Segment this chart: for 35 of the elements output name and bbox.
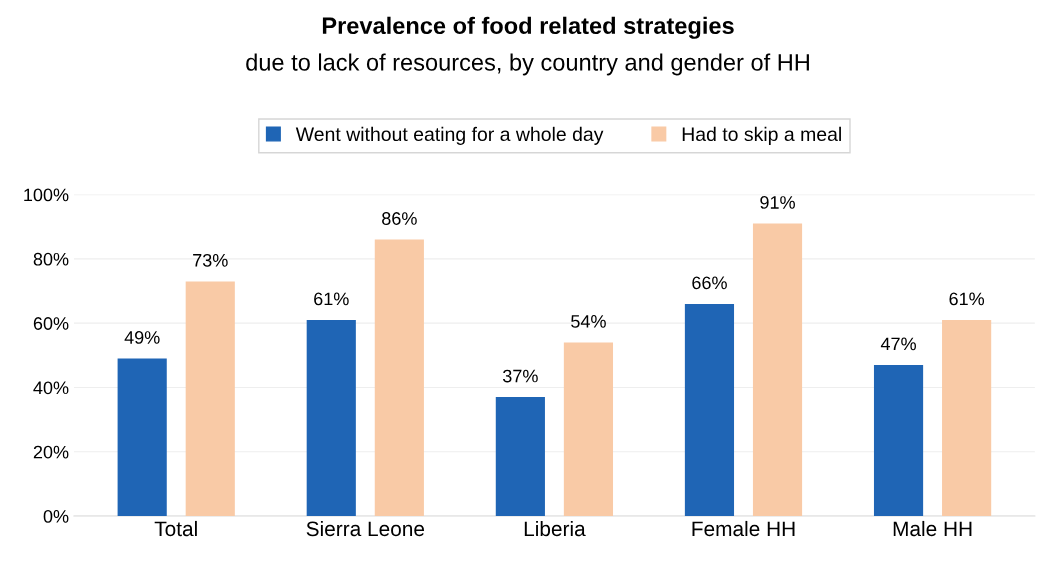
data-label: 37% xyxy=(502,369,538,383)
data-label: 61% xyxy=(314,292,349,306)
data-label: 91% xyxy=(760,196,795,209)
y-tick-label: 60% xyxy=(33,317,69,330)
bar xyxy=(873,364,924,517)
bar xyxy=(684,303,735,517)
bar xyxy=(306,319,356,517)
x-tick-label: Male HH xyxy=(893,520,972,537)
legend-label: Had to skip a meal xyxy=(682,126,841,145)
x-tick-label: Sierra Leone xyxy=(306,520,425,537)
data-label: 54% xyxy=(571,315,606,328)
bar xyxy=(374,239,424,517)
x-tick-label: Female HH xyxy=(692,520,795,537)
bar xyxy=(563,342,614,517)
y-tick-label: 20% xyxy=(33,445,69,459)
x-tick-label: Liberia xyxy=(524,520,586,537)
data-label: 49% xyxy=(124,331,160,344)
data-label: 61% xyxy=(949,292,985,306)
y-tick-label: 40% xyxy=(33,381,69,395)
bar xyxy=(942,319,992,517)
data-label: 66% xyxy=(692,276,727,290)
bar xyxy=(495,397,545,517)
y-tick-label: 100% xyxy=(24,188,69,202)
data-label: 73% xyxy=(193,253,228,267)
bar xyxy=(117,358,167,517)
y-tick-label: 0% xyxy=(43,509,69,523)
bar xyxy=(752,223,803,517)
data-label: 47% xyxy=(880,337,916,351)
chart-title: Prevalence of food related strategies xyxy=(322,16,734,39)
x-tick-label: Total xyxy=(154,520,197,537)
y-tick-label: 80% xyxy=(33,252,69,266)
chart-subtitle: due to lack of resources, by country and gender of HH xyxy=(246,53,809,76)
legend-label: Went without eating for a whole day xyxy=(295,126,604,145)
bar xyxy=(185,281,235,517)
data-label: 86% xyxy=(382,212,417,225)
